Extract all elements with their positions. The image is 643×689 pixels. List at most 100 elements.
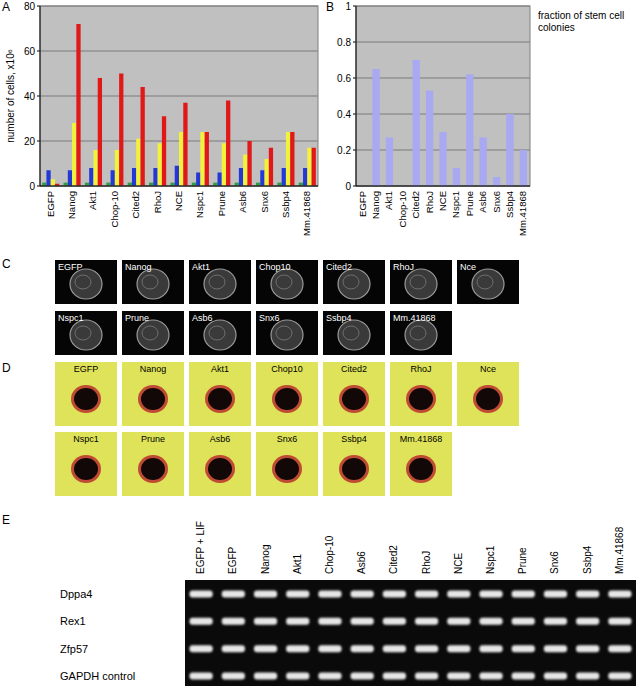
tick-label: 60 <box>24 46 36 57</box>
category-label: Asb6 <box>477 191 488 213</box>
image-label: Nspc1 <box>73 434 99 444</box>
micrograph <box>189 311 251 355</box>
gel <box>185 580 636 686</box>
tick-label: 0 <box>29 181 35 192</box>
micrograph <box>189 362 251 426</box>
image-label: Cited2 <box>326 262 352 272</box>
bar <box>277 183 281 186</box>
bar <box>68 170 72 186</box>
micrograph <box>55 260 117 304</box>
micrograph <box>122 311 184 355</box>
gel-band <box>190 618 213 625</box>
image-label: Nce <box>460 262 476 272</box>
category-label: Snx6 <box>491 191 502 213</box>
gel-band <box>576 645 599 652</box>
y-axis <box>356 6 357 186</box>
colony <box>204 269 236 299</box>
stain-halo <box>339 385 369 413</box>
colony <box>338 269 370 299</box>
gel-band <box>351 591 374 598</box>
gel-band <box>512 591 535 598</box>
image-label: EGFP <box>74 364 99 374</box>
category-label: Ssbp4 <box>504 191 515 218</box>
gel-band <box>544 591 567 598</box>
stain-halo <box>71 385 101 413</box>
gene-label: Zfp57 <box>60 643 88 655</box>
tick-label: 20 <box>24 136 36 147</box>
bar <box>479 137 486 186</box>
stain-halo <box>205 455 235 483</box>
bar <box>217 173 221 187</box>
stain-halo <box>205 385 235 413</box>
bar <box>132 168 136 186</box>
gel-band <box>222 645 245 652</box>
bar <box>72 123 76 186</box>
bars <box>42 24 316 186</box>
bar <box>205 132 209 186</box>
colony <box>137 320 169 350</box>
tick-label: 0.6 <box>337 73 351 84</box>
bar <box>265 159 269 186</box>
image-label: Nanog <box>125 262 152 272</box>
panel-label: B <box>326 0 334 14</box>
gel-band <box>576 591 599 598</box>
micrograph <box>55 432 117 496</box>
micrograph <box>457 362 519 426</box>
category-label: NCE <box>437 191 448 211</box>
bar <box>141 87 145 186</box>
bar <box>256 183 260 186</box>
gel-band <box>318 618 341 625</box>
colony <box>271 320 303 350</box>
gel-band <box>415 673 438 680</box>
micrograph <box>189 260 251 304</box>
lane-label: EGFP <box>227 546 238 574</box>
gel-band <box>286 645 309 652</box>
micrograph <box>457 260 519 304</box>
colony-texture <box>209 275 225 289</box>
bar <box>299 183 303 186</box>
colony <box>137 269 169 299</box>
bar <box>282 168 286 186</box>
gel-band <box>576 618 599 625</box>
grid-line <box>40 96 318 97</box>
bar <box>183 103 187 186</box>
image-label: Akt1 <box>211 364 229 374</box>
gel-band <box>608 673 631 680</box>
grid-line <box>40 186 318 187</box>
colony <box>208 388 232 410</box>
image-label: Asb6 <box>192 313 213 323</box>
panel-label: A <box>2 0 10 14</box>
colony <box>338 320 370 350</box>
bar <box>520 150 527 186</box>
lane-label: Ssbp4 <box>582 545 593 574</box>
micrograph <box>122 432 184 496</box>
stain-halo <box>406 385 436 413</box>
image-label: Ssbp4 <box>341 434 367 444</box>
gel-band <box>286 618 309 625</box>
micrograph <box>323 432 385 496</box>
gel-band <box>318 591 341 598</box>
gel-band <box>544 618 567 625</box>
micrograph <box>55 362 117 426</box>
colony-texture <box>343 326 359 340</box>
bar <box>111 170 115 186</box>
bar <box>426 91 433 186</box>
gel-band <box>576 673 599 680</box>
tick-label: 1 <box>345 1 351 12</box>
gel-band <box>544 645 567 652</box>
image-label: Prune <box>141 434 165 444</box>
bar <box>93 150 97 186</box>
colony-texture <box>410 326 426 340</box>
stain-halo <box>406 455 436 483</box>
colony-texture <box>75 275 91 289</box>
lane-label: EGFP + LIF <box>195 521 206 574</box>
lane-label: Snx6 <box>549 551 560 574</box>
gel-band <box>286 673 309 680</box>
gel-band <box>447 591 470 598</box>
bar <box>235 183 239 186</box>
colony <box>409 388 433 410</box>
image-label: Cited2 <box>341 364 367 374</box>
category-label: Akt1 <box>87 191 98 210</box>
category-label: Chop-10 <box>109 191 120 227</box>
colony-texture <box>276 326 292 340</box>
